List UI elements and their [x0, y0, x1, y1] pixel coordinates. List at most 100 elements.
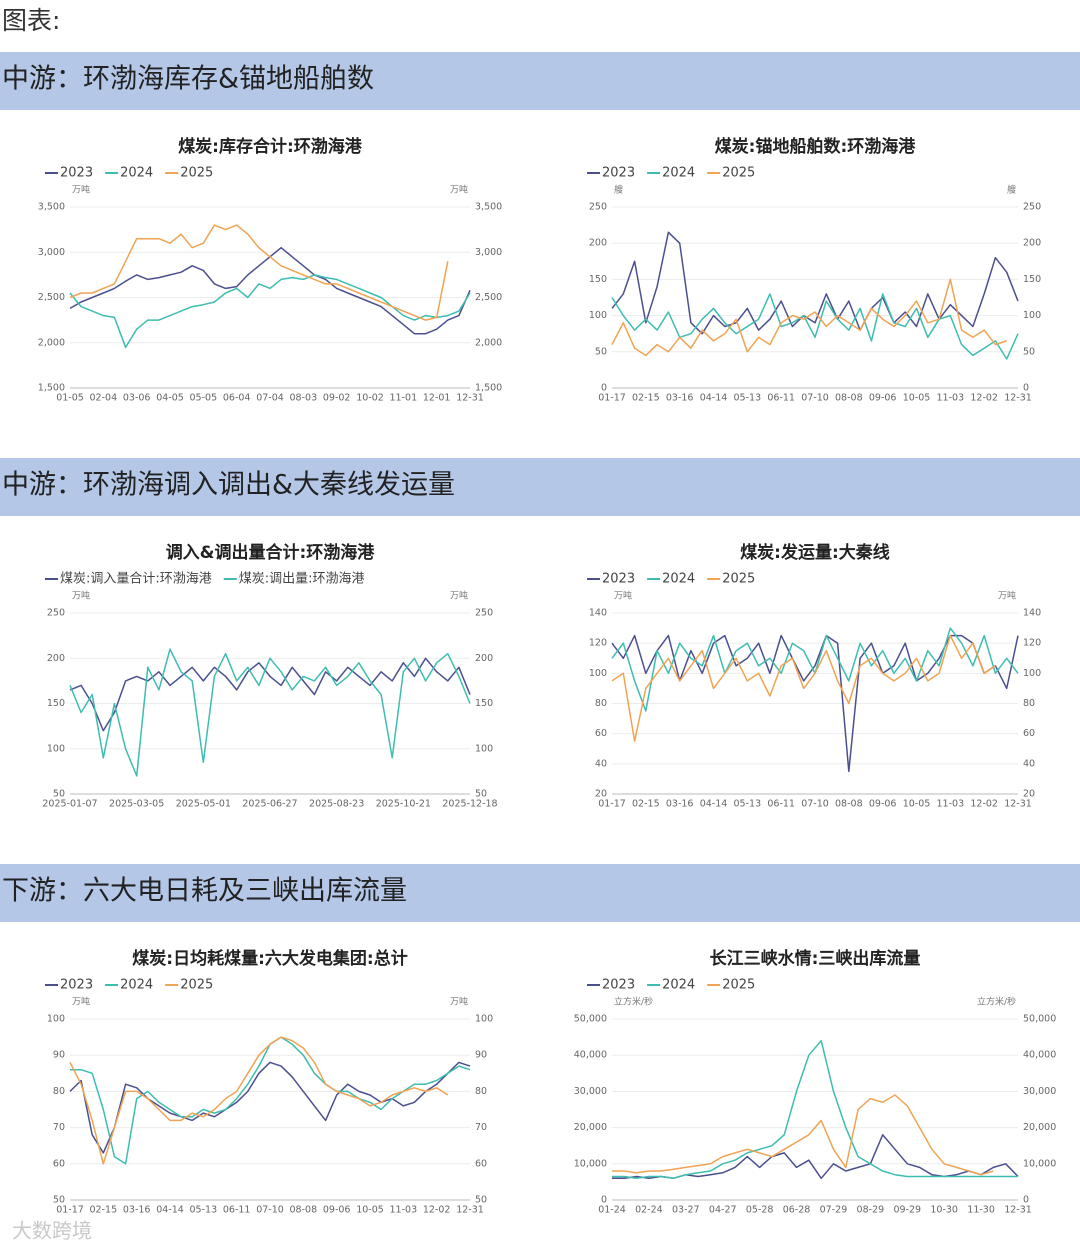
unit-label: 艘 — [614, 184, 623, 196]
chart-title: 煤炭:锚地船舶数:环渤海港 — [715, 136, 917, 157]
y2-tick-label: 20 — [1023, 789, 1035, 800]
x-tick-label: 06-11 — [767, 799, 795, 810]
y2-tick-label: 2,500 — [475, 292, 502, 303]
y-tick-label: 100 — [47, 743, 65, 754]
legend-label: 2025 — [722, 978, 755, 993]
y2-tick-label: 0 — [1023, 1195, 1029, 1206]
series-line — [611, 627, 1019, 712]
legend-label: 2024 — [120, 978, 153, 993]
legend-label: 2023 — [602, 572, 635, 587]
y2-tick-label: 50,000 — [1023, 1014, 1056, 1025]
x-tick-label: 01-05 — [56, 393, 84, 404]
x-tick-label: 08-08 — [290, 1205, 318, 1216]
y-tick-label: 120 — [589, 638, 607, 649]
x-tick-label: 12-31 — [456, 393, 484, 404]
x-tick-label: 11-30 — [967, 1205, 995, 1216]
y-tick-label: 60 — [53, 1158, 65, 1169]
legend-label: 2024 — [662, 166, 695, 181]
y-tick-label: 2,000 — [38, 337, 65, 348]
x-tick-label: 05-13 — [190, 1205, 218, 1216]
y-tick-label: 150 — [589, 274, 607, 285]
x-tick-label: 04-27 — [709, 1205, 737, 1216]
series-line — [612, 1039, 1018, 1180]
x-tick-label: 02-15 — [632, 799, 660, 810]
y2-tick-label: 100 — [1023, 668, 1041, 679]
series-line — [69, 274, 471, 349]
y-tick-label: 80 — [595, 698, 607, 709]
x-tick-label: 07-10 — [801, 799, 829, 810]
y2-tick-label: 250 — [1023, 202, 1041, 213]
y-tick-label: 30,000 — [574, 1086, 607, 1097]
legend-label: 煤炭:调出量:环渤海港 — [239, 571, 365, 587]
y-tick-label: 0 — [601, 383, 607, 394]
unit-label: 万吨 — [72, 184, 90, 196]
unit-label: 万吨 — [450, 590, 468, 602]
y2-tick-label: 200 — [475, 653, 493, 664]
x-tick-label: 05-05 — [190, 393, 218, 404]
section-band — [0, 52, 1080, 110]
y2-tick-label: 50 — [475, 789, 487, 800]
x-tick-label: 08-03 — [290, 393, 318, 404]
section-title: 中游：环渤海库存&锚地船舶数 — [2, 64, 374, 95]
x-tick-label: 05-13 — [734, 393, 762, 404]
unit-label: 万吨 — [72, 996, 90, 1008]
x-tick-label: 03-16 — [666, 799, 694, 810]
legend-label: 2023 — [602, 978, 635, 993]
x-tick-label: 12-31 — [1004, 393, 1032, 404]
y-tick-label: 60 — [595, 728, 607, 739]
chart-title: 煤炭:日均耗煤量:六大发电集团:总计 — [132, 948, 407, 969]
x-tick-label: 09-06 — [323, 1205, 351, 1216]
y2-tick-label: 80 — [1023, 698, 1035, 709]
y-tick-label: 200 — [47, 653, 65, 664]
series-line — [69, 224, 449, 321]
x-tick-label: 01-17 — [598, 393, 626, 404]
x-tick-label: 06-11 — [767, 393, 795, 404]
y-tick-label: 40 — [595, 758, 607, 769]
y-tick-label: 20 — [595, 789, 607, 800]
x-tick-label: 07-29 — [820, 1205, 848, 1216]
y2-tick-label: 30,000 — [1023, 1086, 1056, 1097]
page-title: 图表: — [2, 6, 60, 35]
y-tick-label: 50,000 — [574, 1014, 607, 1025]
x-tick-label: 09-06 — [869, 393, 897, 404]
y2-tick-label: 0 — [1023, 383, 1029, 394]
x-tick-label: 07-10 — [256, 1205, 284, 1216]
x-tick-label: 01-17 — [598, 799, 626, 810]
x-tick-label: 05-13 — [734, 799, 762, 810]
series-line — [611, 278, 1007, 357]
y-tick-label: 2,500 — [38, 292, 65, 303]
x-tick-label: 11-03 — [390, 1205, 418, 1216]
y2-tick-label: 50 — [475, 1195, 487, 1206]
legend-label: 2025 — [180, 166, 213, 181]
y-tick-label: 250 — [47, 608, 65, 619]
x-tick-label: 2025-10-21 — [376, 799, 431, 810]
y2-tick-label: 10,000 — [1023, 1158, 1056, 1169]
x-tick-label: 12-31 — [1004, 799, 1032, 810]
y2-tick-label: 1,500 — [475, 383, 502, 394]
legend-label: 2024 — [662, 978, 695, 993]
legend-label: 2023 — [60, 978, 93, 993]
y2-tick-label: 50 — [1023, 346, 1035, 357]
watermark: 大数跨境 — [12, 1219, 92, 1243]
series-line — [612, 1134, 1019, 1180]
y-tick-label: 3,500 — [38, 202, 65, 213]
y2-tick-label: 250 — [475, 608, 493, 619]
y-tick-label: 50 — [595, 346, 607, 357]
y-tick-label: 20,000 — [574, 1122, 607, 1133]
y-tick-label: 100 — [589, 668, 607, 679]
y-tick-label: 70 — [53, 1122, 65, 1133]
chart-title: 煤炭:发运量:大秦线 — [740, 542, 890, 563]
section-band — [0, 458, 1080, 516]
y2-tick-label: 60 — [475, 1158, 487, 1169]
y-tick-label: 200 — [589, 238, 607, 249]
series-line — [611, 634, 996, 742]
x-tick-label: 09-02 — [323, 393, 351, 404]
y2-tick-label: 90 — [475, 1050, 487, 1061]
unit-label: 立方米/秒 — [977, 996, 1016, 1008]
section-title: 中游：环渤海调入调出&大秦线发运量 — [2, 470, 455, 501]
x-tick-label: 06-04 — [223, 393, 251, 404]
x-tick-label: 02-15 — [90, 1205, 118, 1216]
x-tick-label: 12-31 — [1004, 1205, 1032, 1216]
x-tick-label: 09-29 — [893, 1205, 921, 1216]
y2-tick-label: 2,000 — [475, 337, 502, 348]
